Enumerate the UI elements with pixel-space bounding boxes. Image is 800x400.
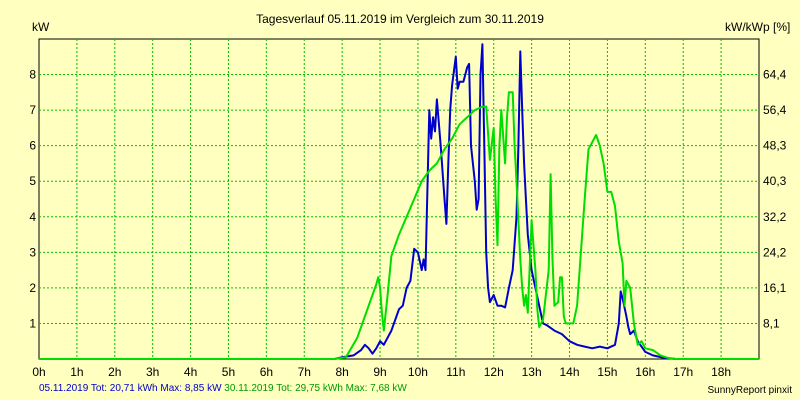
x-tick-label: 13h [522,365,542,379]
y-tick-label-left: 6 [29,139,36,153]
y-tick-label-left: 1 [29,316,36,330]
series-line-2 [39,91,759,360]
x-tick-label: 15h [597,365,617,379]
plot-area [38,38,760,360]
y-tick-label-right: 48,3 [763,139,787,153]
y-axis-right-label: kW/kWp [%] [725,20,790,34]
x-tick-label: 11h [446,365,465,379]
y-tick-label-right: 56,4 [763,103,787,117]
footer-credit: SunnyReport pinxit [707,385,793,396]
x-tick-label: 6h [260,365,273,379]
x-tick-label: 9h [373,365,386,379]
x-tick-label: 16h [635,365,655,379]
x-tick-label: 3h [146,365,159,379]
x-tick-label: 7h [298,365,311,379]
x-tick-label: 0h [32,365,45,379]
x-tick-label: 12h [484,365,504,379]
footer-summary: 05.11.2019 Tot: 20,71 kWh Max: 8,85 kW 3… [39,383,407,394]
y-tick-label-left: 3 [29,245,36,259]
y-tick-label-right: 8,1 [763,316,780,330]
x-tick-label: 18h [711,365,731,379]
x-tick-label: 17h [673,365,693,379]
y-tick-label-right: 32,2 [763,210,787,224]
y-tick-label-right: 64,4 [763,68,787,82]
x-tick-label: 4h [184,365,197,379]
y-tick-label-left: 7 [29,103,36,117]
x-tick-label: 2h [108,365,121,379]
series-line-1 [39,43,759,360]
y-tick-label-left: 5 [29,174,36,188]
y-tick-label-right: 16,1 [763,281,787,295]
x-tick-label: 1h [70,365,83,379]
x-tick-label: 10h [408,365,428,379]
series-group [39,43,759,360]
y-tick-label-left: 8 [29,68,36,82]
ticks: 0h 1h 2h 3h 4h 5h 6h 7h 8h 9h 10h 11h 12h 13h 14h 15h 16… [29,68,786,379]
y-tick-label-left: 2 [29,281,36,295]
x-tick-label: 8h [335,365,348,379]
footer-series-1: 05.11.2019 Tot: 20,71 kWh Max: 8,85 kW [39,383,222,394]
x-tick-label: 14h [560,365,580,379]
y-tick-label-right: 24,2 [763,245,787,259]
y-tick-label-left: 4 [29,210,36,224]
y-axis-left-label: kW [32,20,50,34]
footer-series-2: 30.11.2019 Tot: 29,75 kWh Max: 7,68 kW [224,383,407,394]
x-tick-label: 5h [222,365,235,379]
y-tick-label-right: 40,3 [763,174,787,188]
chart-title: Tagesverlauf 05.11.2019 im Vergleich zum… [256,12,544,26]
grid [39,39,759,359]
